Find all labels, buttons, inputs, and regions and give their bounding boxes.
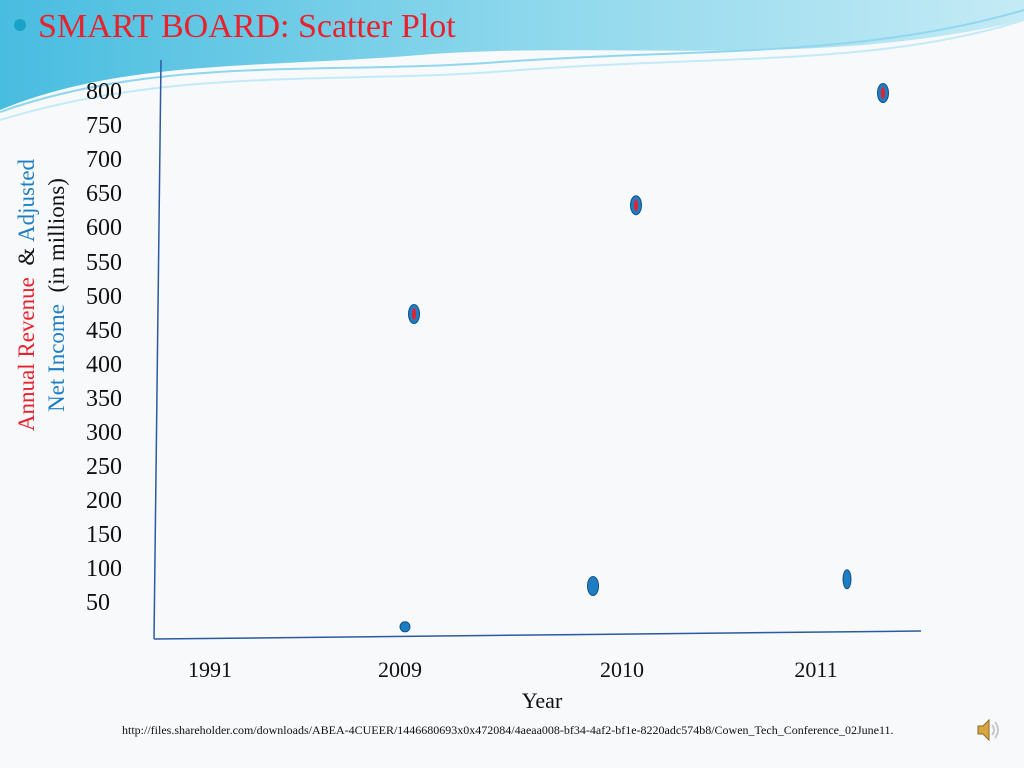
y-tick-label: 550 [86, 250, 122, 276]
bullet-dot-icon [14, 19, 26, 32]
y-label-units: (in millions) [44, 178, 69, 293]
slide-title: SMART BOARD: Scatter Plot [14, 8, 456, 46]
revenue-point [630, 195, 642, 216]
revenue-point-center [634, 199, 638, 212]
y-tick-label: 150 [86, 522, 122, 548]
y-tick-label: 100 [86, 556, 122, 582]
y-tick-label: 500 [86, 284, 122, 310]
speaker-icon[interactable] [976, 716, 1002, 744]
net-income-point [587, 576, 599, 596]
y-tick-label: 400 [86, 352, 122, 378]
net-income-point [842, 569, 852, 590]
slide-title-text: SMART BOARD: Scatter Plot [38, 8, 456, 45]
y-tick-label: 200 [86, 488, 122, 514]
x-tick-label: 1991 [188, 657, 232, 682]
x-axis-label: Year [521, 688, 563, 713]
y-tick-label: 350 [86, 386, 122, 412]
y-label-net-income: Net Income [44, 303, 69, 412]
net-income-point [399, 621, 411, 633]
y-tick-label: 800 [86, 79, 122, 105]
y-tick-label: 750 [86, 113, 122, 139]
source-url: http://files.shareholder.com/downloads/A… [122, 723, 894, 737]
y-tick-label: 450 [86, 318, 122, 344]
y-tick-label: 250 [86, 454, 122, 480]
revenue-point [408, 304, 420, 324]
y-label-adjusted: Adjusted [14, 158, 39, 242]
revenue-point-center [412, 308, 416, 320]
y-tick-label: 50 [86, 590, 110, 616]
y-tick-label: 300 [86, 420, 122, 446]
x-tick-label: 2011 [794, 657, 838, 682]
y-tick-label: 650 [86, 181, 122, 207]
y-axis-line [153, 59, 162, 640]
x-axis-line [153, 630, 922, 640]
x-tick-label: 2010 [600, 657, 644, 682]
y-label-revenue: Annual Revenue [14, 277, 39, 432]
y-tick-label: 700 [86, 147, 122, 173]
x-tick-label: 2009 [378, 657, 422, 682]
y-label-amp: & [14, 247, 39, 266]
y-axis-label: Annual Revenue & Adjusted Net Income (in… [12, 135, 72, 455]
y-tick-label: 600 [86, 215, 122, 241]
